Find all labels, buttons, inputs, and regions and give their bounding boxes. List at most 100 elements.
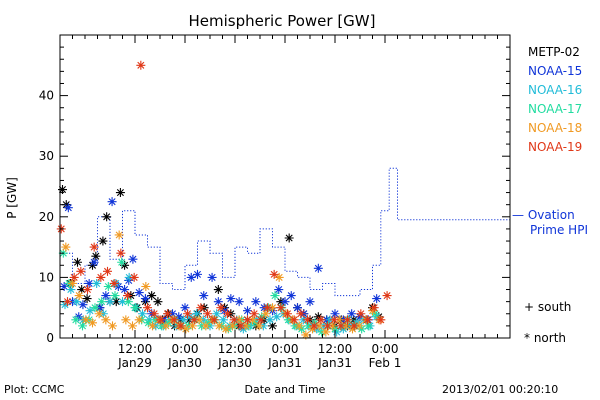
- y-tick-label: 0: [46, 331, 54, 345]
- data-point-noaa-19: [169, 315, 179, 325]
- data-point-metp-02: [88, 260, 97, 270]
- data-point-noaa-18: [254, 321, 264, 331]
- ovation-prime-step-line: [60, 167, 510, 297]
- legend-entry-metp-02: METP-02: [528, 45, 580, 59]
- data-point-noaa-18: [68, 278, 77, 288]
- x-tick-label-date: Jan31: [267, 356, 302, 370]
- data-point-metp-02: [82, 294, 92, 304]
- data-point-noaa-15: [140, 294, 150, 304]
- data-point-noaa-15: [174, 312, 184, 322]
- data-point-noaa-19: [69, 272, 79, 282]
- data-point-noaa-18: [321, 327, 331, 337]
- data-point-noaa-18: [181, 324, 191, 334]
- data-point-noaa-19: [143, 303, 152, 313]
- data-point-noaa-18: [334, 315, 344, 325]
- data-point-noaa-19: [236, 321, 246, 331]
- data-point-metp-02: [98, 236, 108, 246]
- data-point-noaa-15: [193, 269, 202, 279]
- x-tick-label-date: Jan31: [317, 356, 352, 370]
- x-tick-label-date: Jan30: [217, 356, 252, 370]
- data-point-noaa-18: [234, 315, 244, 325]
- data-point-noaa-18: [348, 324, 357, 334]
- legend-ovation-line2: Prime HPI: [530, 223, 588, 237]
- ovation-step-path: [60, 167, 510, 297]
- data-point-noaa-19: [103, 266, 112, 276]
- plot-timestamp: 2013/02/01 00:20:10: [442, 383, 558, 396]
- data-point-noaa-19: [283, 309, 292, 319]
- y-tick-label: 20: [39, 210, 54, 224]
- data-point-noaa-19: [243, 315, 252, 325]
- data-point-noaa-19: [89, 242, 99, 252]
- x-tick-label-time: 0:00: [172, 342, 199, 356]
- x-tick-label-time: 0:00: [372, 342, 399, 356]
- data-point-noaa-15: [274, 285, 284, 295]
- data-point-noaa-19: [323, 321, 332, 331]
- data-point-noaa-19: [329, 315, 339, 325]
- data-point-noaa-19: [203, 309, 212, 319]
- data-point-noaa-15: [63, 203, 73, 213]
- data-point-noaa-18: [88, 318, 97, 328]
- data-point-noaa-18: [108, 321, 117, 331]
- data-point-noaa-15: [107, 197, 117, 207]
- x-tick-label-date: Feb 1: [369, 356, 402, 370]
- data-point-noaa-18: [228, 321, 237, 331]
- data-point-metp-02: [184, 315, 194, 325]
- data-point-noaa-15: [180, 303, 190, 313]
- data-point-noaa-17: [303, 321, 313, 331]
- data-point-noaa-15: [286, 291, 296, 301]
- data-point-noaa-15: [213, 297, 223, 307]
- data-point-noaa-18: [274, 272, 284, 282]
- data-point-noaa-17: [363, 321, 373, 331]
- data-point-noaa-15: [330, 309, 340, 319]
- data-point-noaa-19: [223, 309, 232, 319]
- data-point-noaa-18: [221, 324, 231, 334]
- marker-legend-north: * north: [524, 331, 566, 345]
- data-point-noaa-17: [110, 291, 120, 301]
- legend-ovation-line1: — Ovation: [512, 208, 575, 222]
- data-point-noaa-19: [189, 315, 199, 325]
- data-point-noaa-18: [308, 324, 317, 334]
- data-point-noaa-18: [268, 303, 277, 313]
- data-point-noaa-19: [343, 315, 352, 325]
- data-point-noaa-19: [156, 315, 166, 325]
- data-point-noaa-19: [249, 309, 259, 319]
- data-point-noaa-18: [201, 321, 211, 331]
- data-point-noaa-19: [216, 303, 226, 313]
- data-point-noaa-18: [74, 291, 84, 301]
- data-point-noaa-19: [63, 297, 72, 307]
- axes: 01020304012:00Jan290:00Jan3012:00Jan300:…: [39, 35, 511, 370]
- data-point-noaa-15: [207, 272, 217, 282]
- x-tick-label-time: 12:00: [318, 342, 353, 356]
- data-point-noaa-15: [243, 306, 252, 316]
- data-point-noaa-18: [341, 321, 351, 331]
- data-point-metp-02: [58, 185, 67, 195]
- data-point-metp-02: [111, 297, 121, 307]
- data-point-metp-02: [153, 297, 163, 307]
- data-point-noaa-16: [118, 297, 127, 307]
- data-point-noaa-15: [101, 291, 111, 301]
- legend-entry-noaa-18: NOAA-18: [528, 121, 582, 135]
- data-point-noaa-19: [309, 321, 319, 331]
- data-point-noaa-16: [265, 315, 275, 325]
- data-point-noaa-18: [81, 315, 91, 325]
- data-point-noaa-17: [123, 297, 133, 307]
- data-point-noaa-19: [109, 278, 119, 288]
- data-point-noaa-15: [95, 303, 105, 313]
- y-tick-label: 40: [39, 89, 54, 103]
- data-point-noaa-15: [168, 309, 177, 319]
- data-point-noaa-15: [251, 297, 261, 307]
- legend-entry-noaa-16: NOAA-16: [528, 83, 582, 97]
- data-point-noaa-19: [96, 272, 106, 282]
- data-point-noaa-19: [196, 303, 206, 313]
- data-point-metp-02: [115, 188, 125, 198]
- marker-legend-south: + south: [524, 300, 571, 314]
- data-point-noaa-16: [144, 315, 154, 325]
- plot-credit: Plot: CCMC: [4, 383, 65, 396]
- data-point-noaa-19: [116, 248, 126, 258]
- data-point-noaa-19: [256, 315, 266, 325]
- data-point-noaa-19: [289, 315, 299, 325]
- data-point-noaa-15: [89, 257, 99, 267]
- data-point-noaa-19: [83, 285, 92, 295]
- data-point-noaa-15: [355, 312, 365, 322]
- data-point-noaa-19: [369, 303, 379, 313]
